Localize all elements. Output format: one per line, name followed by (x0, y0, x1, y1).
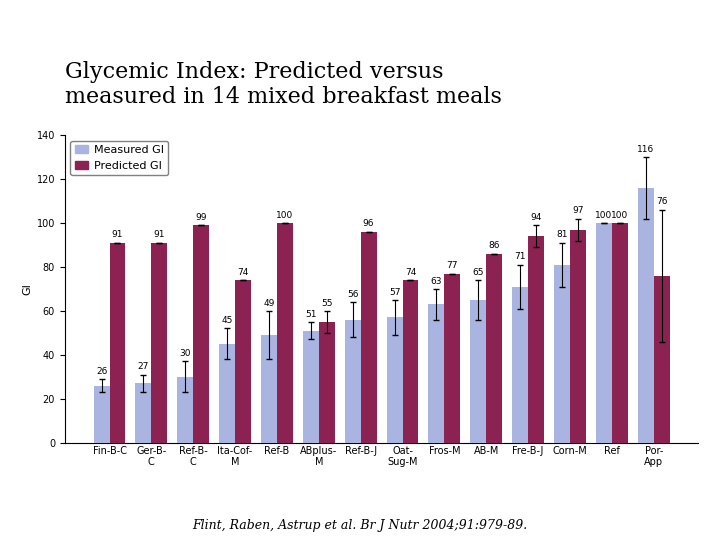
Bar (512, 287, 528, 443)
Text: 55: 55 (321, 299, 333, 308)
Bar (235, 280, 251, 443)
Bar (261, 335, 277, 443)
Text: 100: 100 (276, 211, 294, 220)
Text: 77: 77 (446, 261, 458, 270)
Text: 30: 30 (179, 349, 191, 358)
Bar (486, 254, 502, 443)
Bar (612, 223, 628, 443)
Text: 97: 97 (572, 206, 584, 215)
Text: 57: 57 (389, 288, 400, 296)
Bar (528, 236, 544, 443)
Bar (596, 223, 612, 443)
Bar (428, 305, 444, 443)
Text: 26: 26 (96, 367, 107, 376)
Bar (135, 383, 151, 443)
Text: Glycemic Index: Predicted versus
measured in 14 mixed breakfast meals: Glycemic Index: Predicted versus measure… (65, 60, 502, 108)
Bar (177, 377, 193, 443)
Bar (444, 273, 460, 443)
Text: Flint, Raben, Astrup et al. Br J Nutr 2004;91:979-89.: Flint, Raben, Astrup et al. Br J Nutr 20… (192, 519, 528, 532)
Text: 91: 91 (112, 231, 123, 239)
Text: 99: 99 (195, 213, 207, 222)
Bar (193, 225, 209, 443)
Text: 94: 94 (531, 213, 541, 222)
Text: 100: 100 (595, 211, 613, 220)
Text: 76: 76 (656, 198, 667, 206)
Bar (277, 223, 293, 443)
Bar (387, 318, 402, 443)
Bar (151, 243, 167, 443)
Text: 49: 49 (264, 299, 275, 308)
Bar (402, 280, 418, 443)
Bar (361, 232, 377, 443)
Bar (345, 320, 361, 443)
Bar (654, 276, 670, 443)
Text: 81: 81 (557, 231, 568, 239)
Text: 91: 91 (153, 231, 165, 239)
Text: 71: 71 (514, 252, 526, 261)
Bar (470, 300, 486, 443)
Bar (219, 344, 235, 443)
Text: 74: 74 (238, 268, 248, 277)
Text: 56: 56 (347, 290, 359, 299)
Bar (570, 230, 586, 443)
Legend: Measured GI, Predicted GI: Measured GI, Predicted GI (71, 140, 168, 175)
Bar (109, 243, 125, 443)
Text: 100: 100 (611, 211, 629, 220)
Bar (94, 386, 109, 443)
Bar (554, 265, 570, 443)
Text: 45: 45 (222, 316, 233, 325)
Text: 96: 96 (363, 219, 374, 228)
Text: 51: 51 (305, 309, 317, 319)
Text: 86: 86 (488, 241, 500, 251)
Text: 65: 65 (472, 268, 484, 277)
Text: 74: 74 (405, 268, 416, 277)
Text: 27: 27 (138, 362, 149, 372)
Bar (638, 188, 654, 443)
Text: 63: 63 (431, 276, 442, 286)
Y-axis label: GI: GI (22, 283, 32, 295)
Bar (319, 322, 335, 443)
Text: 116: 116 (637, 145, 654, 154)
Bar (303, 330, 319, 443)
